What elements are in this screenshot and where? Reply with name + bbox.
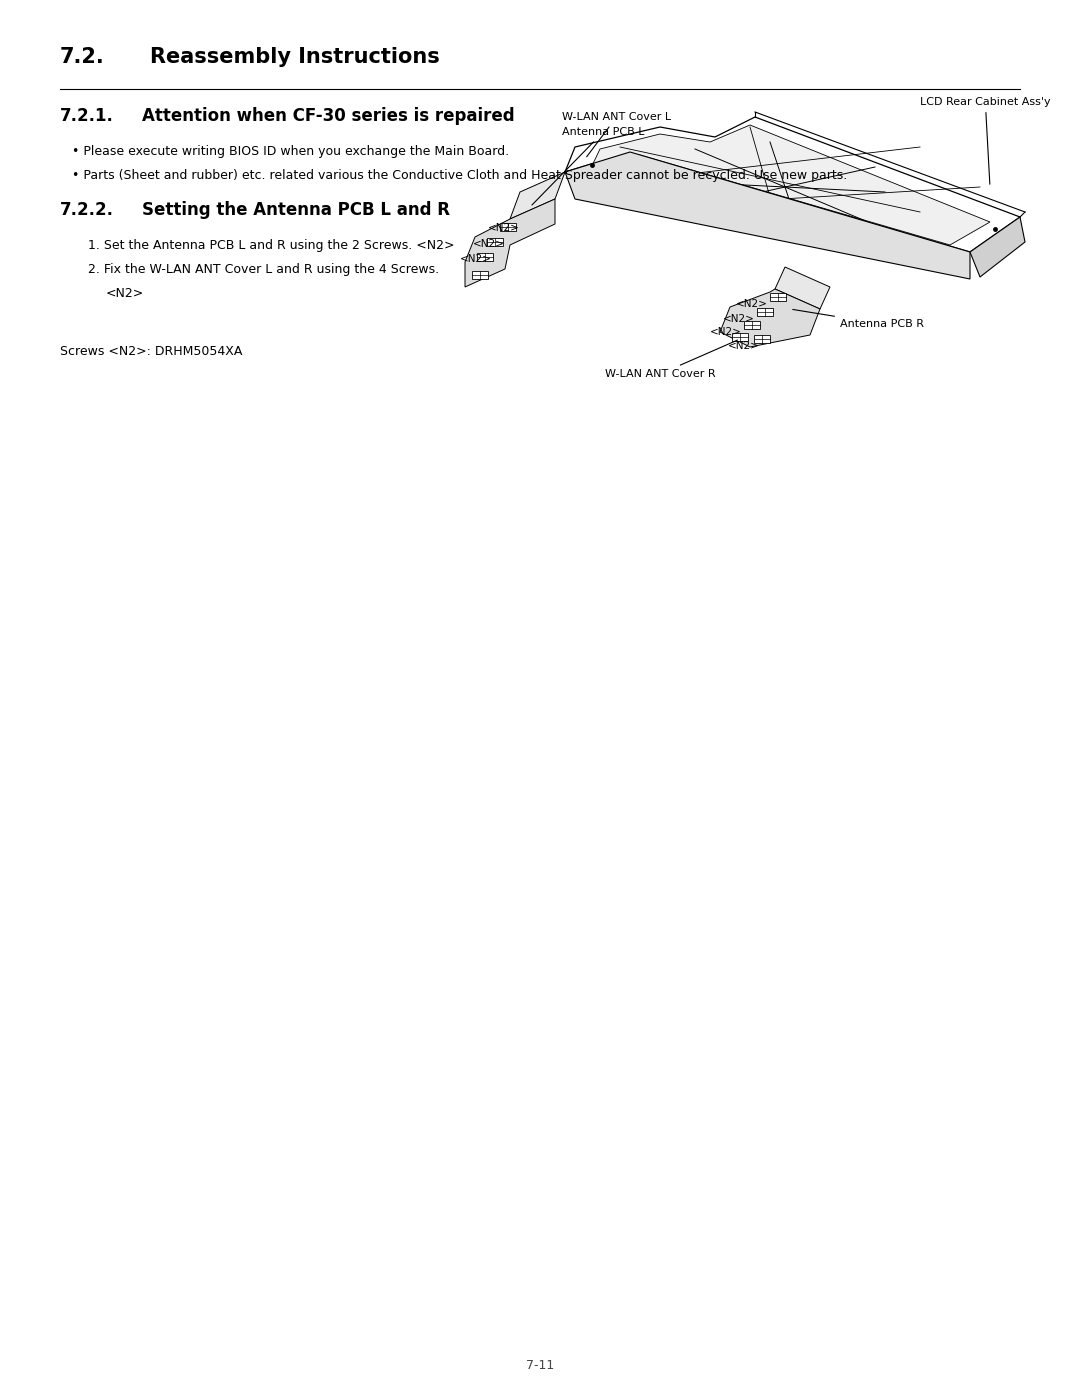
- Polygon shape: [487, 237, 503, 246]
- Text: <N2>: <N2>: [106, 286, 145, 300]
- Polygon shape: [465, 198, 555, 286]
- Polygon shape: [477, 253, 492, 261]
- Text: Antenna PCB L: Antenna PCB L: [532, 127, 645, 205]
- Polygon shape: [775, 267, 831, 309]
- Text: <N2>: <N2>: [724, 314, 755, 324]
- Text: Reassembly Instructions: Reassembly Instructions: [150, 47, 440, 67]
- Text: W-LAN ANT Cover R: W-LAN ANT Cover R: [605, 339, 738, 379]
- Polygon shape: [732, 332, 748, 341]
- Text: W-LAN ANT Cover L: W-LAN ANT Cover L: [562, 112, 671, 156]
- Text: Setting the Antenna PCB L and R: Setting the Antenna PCB L and R: [141, 201, 450, 219]
- Text: <N2>: <N2>: [488, 224, 519, 233]
- Text: Screws <N2>: DRHM5054XA: Screws <N2>: DRHM5054XA: [60, 345, 242, 358]
- Text: Attention when CF-30 series is repaired: Attention when CF-30 series is repaired: [141, 108, 515, 124]
- Polygon shape: [744, 321, 760, 330]
- Polygon shape: [565, 117, 1020, 251]
- Polygon shape: [970, 217, 1025, 277]
- Text: <N2>: <N2>: [460, 254, 492, 264]
- Text: 7.2.1.: 7.2.1.: [60, 108, 113, 124]
- Text: 2. Fix the W-LAN ANT Cover L and R using the 4 Screws.: 2. Fix the W-LAN ANT Cover L and R using…: [87, 263, 440, 277]
- Polygon shape: [754, 335, 770, 344]
- Text: LCD Rear Cabinet Ass'y: LCD Rear Cabinet Ass'y: [920, 96, 1051, 184]
- Text: <N2>: <N2>: [737, 299, 768, 309]
- Text: 7.2.: 7.2.: [60, 47, 105, 67]
- Polygon shape: [510, 172, 565, 219]
- Text: <N2>: <N2>: [711, 327, 742, 337]
- Polygon shape: [565, 152, 970, 279]
- Text: <N2>: <N2>: [728, 341, 760, 351]
- Text: 7-11: 7-11: [526, 1359, 554, 1372]
- Polygon shape: [472, 271, 488, 279]
- Text: 1. Set the Antenna PCB L and R using the 2 Screws. <N2>: 1. Set the Antenna PCB L and R using the…: [87, 239, 455, 251]
- Text: 7.2.2.: 7.2.2.: [60, 201, 114, 219]
- Text: • Parts (Sheet and rubber) etc. related various the Conductive Cloth and Heat Sp: • Parts (Sheet and rubber) etc. related …: [72, 169, 847, 182]
- Text: <N2>: <N2>: [473, 239, 505, 249]
- Polygon shape: [770, 293, 786, 300]
- Polygon shape: [500, 224, 516, 231]
- Polygon shape: [720, 289, 820, 346]
- Polygon shape: [757, 307, 773, 316]
- Text: Antenna PCB R: Antenna PCB R: [793, 310, 924, 330]
- Polygon shape: [590, 124, 990, 244]
- Text: • Please execute writing BIOS ID when you exchange the Main Board.: • Please execute writing BIOS ID when yo…: [72, 145, 509, 158]
